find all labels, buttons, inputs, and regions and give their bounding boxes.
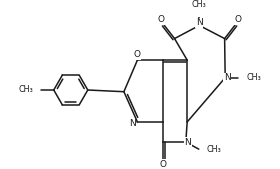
Text: N: N (129, 119, 136, 128)
Text: N: N (184, 138, 191, 147)
Text: CH₃: CH₃ (192, 0, 207, 9)
Text: O: O (235, 15, 242, 24)
Text: CH₃: CH₃ (206, 145, 221, 154)
Text: N: N (224, 73, 230, 82)
Text: O: O (158, 15, 165, 24)
Text: O: O (159, 160, 166, 169)
Text: O: O (134, 50, 141, 59)
Text: CH₃: CH₃ (19, 86, 34, 94)
Text: CH₃: CH₃ (246, 73, 261, 82)
Text: N: N (196, 18, 203, 27)
